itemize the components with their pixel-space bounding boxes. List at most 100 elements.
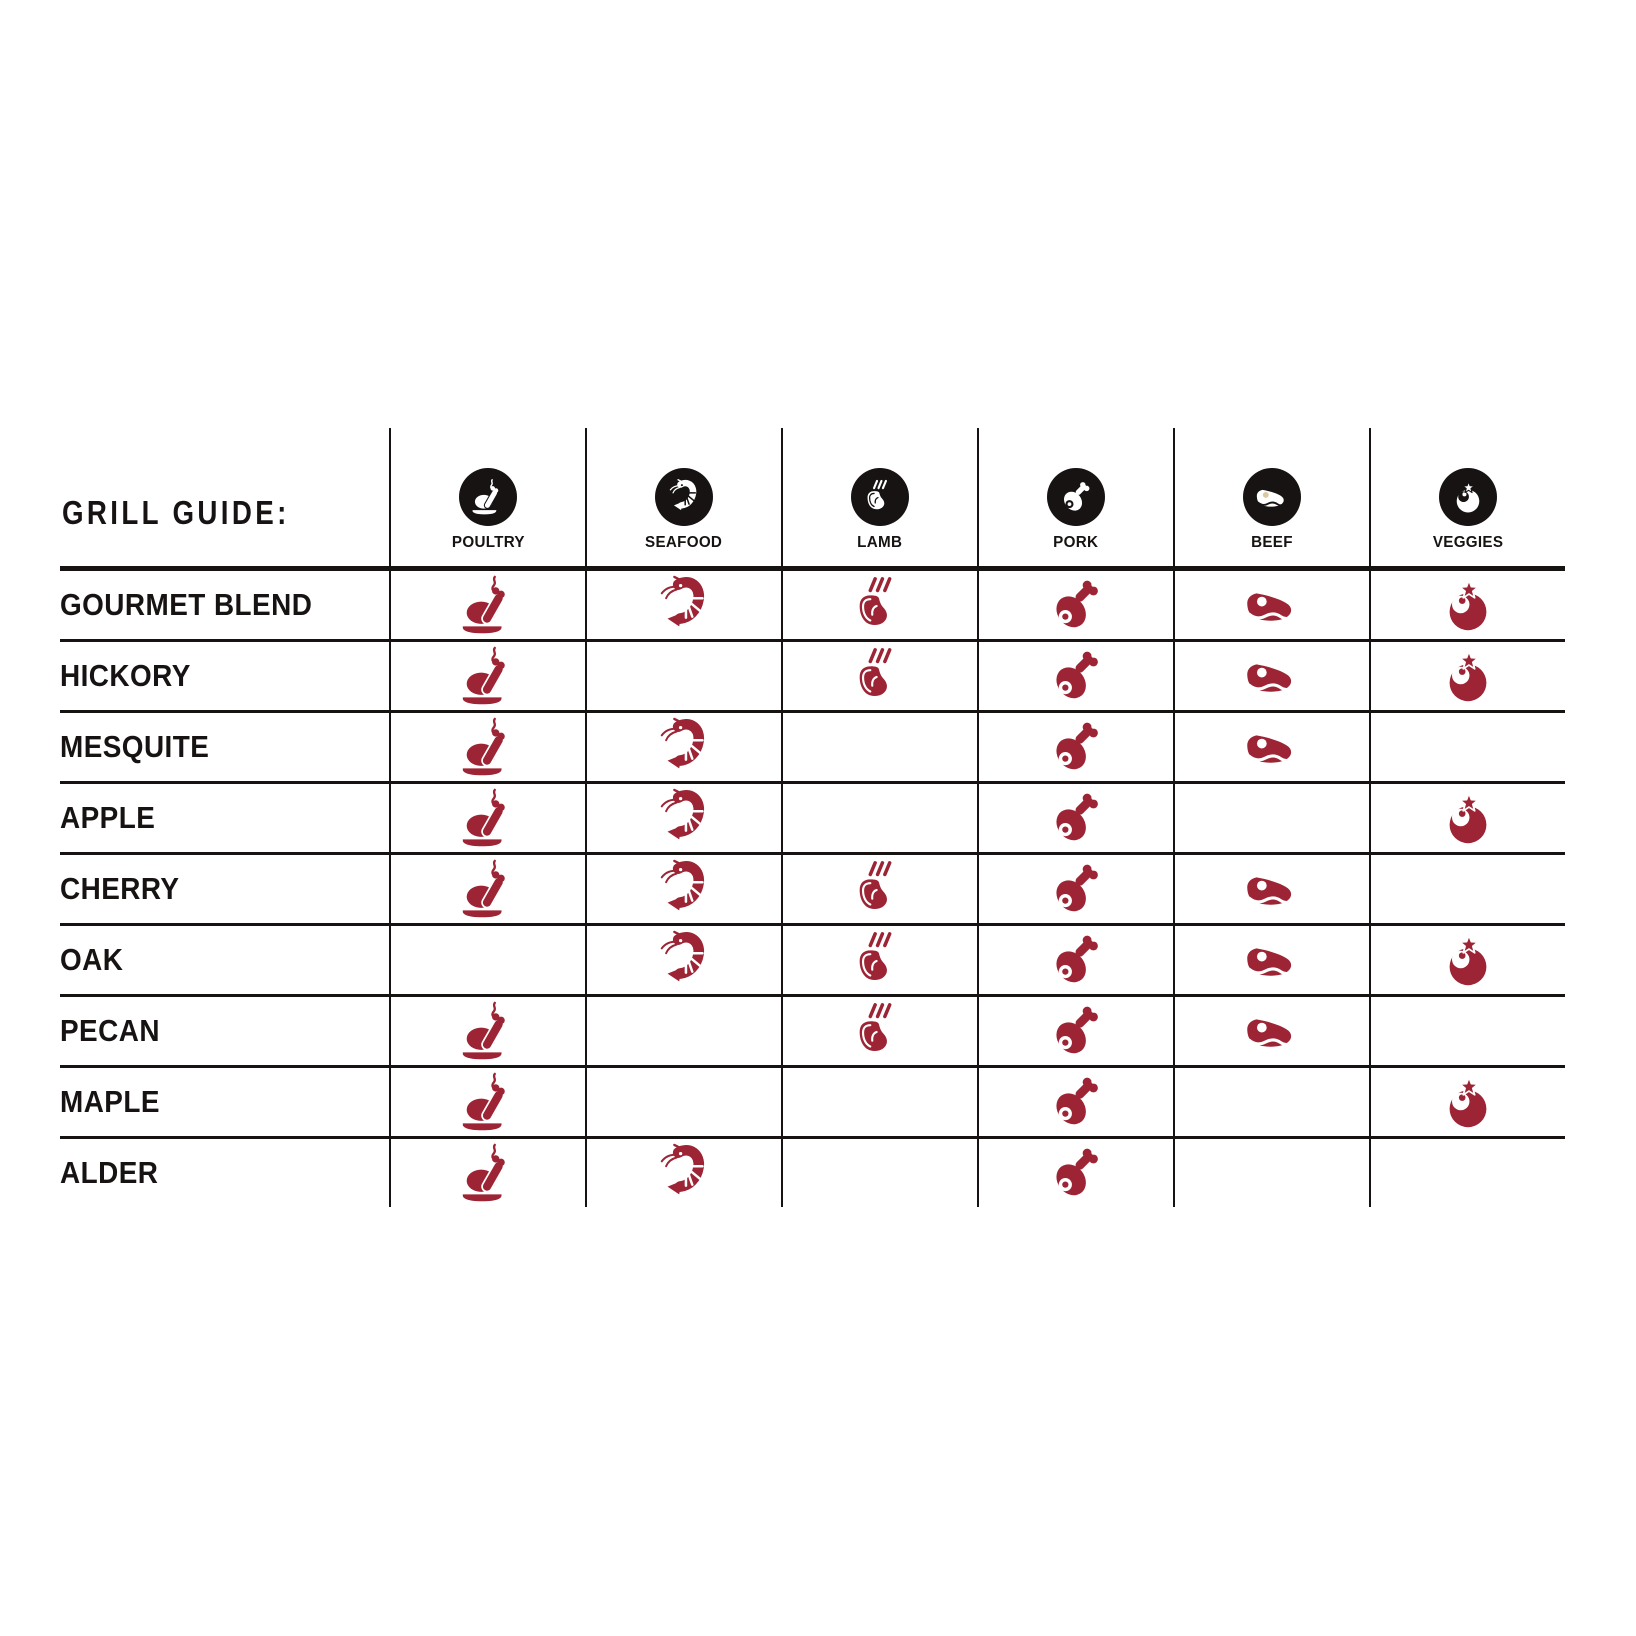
pairing-cell: [389, 784, 585, 852]
beef-icon: [1247, 948, 1295, 976]
pairing-cell: [977, 1068, 1173, 1136]
pairing-cell: [1173, 642, 1369, 710]
pairing-cell: [977, 713, 1173, 781]
table-row: CHERRY: [60, 852, 1565, 923]
pairing-cell: [977, 997, 1173, 1065]
veggies-icon: [1456, 481, 1480, 513]
seafood-icon: [660, 930, 705, 982]
table-row: GOURMET BLEND: [60, 571, 1565, 639]
lamb-icon: [867, 479, 888, 510]
title-cell: GRILL GUIDE:: [60, 428, 389, 566]
pairing-cell: [781, 713, 977, 781]
table-row: MAPLE: [60, 1065, 1565, 1136]
column-icon-circle: [1047, 468, 1105, 526]
pairing-cell: [1369, 784, 1565, 852]
wood-row-label-cell: ALDER: [60, 1139, 389, 1207]
pairing-cell: [1173, 1139, 1369, 1207]
column-header-veggies: VEGGIES: [1369, 428, 1565, 566]
poultry-icon: [472, 479, 499, 515]
pairing-cell: [585, 713, 781, 781]
beef-icon: [1247, 1019, 1295, 1047]
poultry-icon: [462, 1143, 505, 1202]
table-row: MESQUITE: [60, 710, 1565, 781]
pairing-cell: [585, 571, 781, 639]
seafood-icon: [660, 1143, 705, 1195]
seafood-icon: [669, 479, 697, 511]
pairing-cell: [389, 713, 585, 781]
pairing-cell: [1369, 855, 1565, 923]
pairing-cell: [585, 997, 781, 1065]
column-header-pork: PORK: [977, 428, 1173, 566]
pork-icon: [1064, 482, 1090, 511]
pairing-cell: [1369, 713, 1565, 781]
pairing-cell: [585, 1139, 781, 1207]
poultry-icon: [462, 1072, 505, 1131]
pairing-cell: [585, 926, 781, 994]
column-label: BEEF: [1251, 534, 1293, 551]
wood-row-label-cell: HICKORY: [60, 642, 389, 710]
veggies-icon: [1449, 579, 1487, 631]
wood-row-label-cell: GOURMET BLEND: [60, 571, 389, 639]
column-header-poultry: POULTRY: [389, 428, 585, 566]
pork-icon: [1056, 651, 1098, 699]
beef-icon: [1247, 735, 1295, 763]
seafood-icon: [660, 788, 705, 840]
pork-icon: [1056, 722, 1098, 770]
pairing-cell: [1369, 926, 1565, 994]
grill-guide-table: GRILL GUIDE: POULTRY SEAFOOD LAMB PORK BEEF V…: [60, 428, 1565, 1207]
pairing-cell: [977, 642, 1173, 710]
pairing-cell: [977, 571, 1173, 639]
lamb-icon: [859, 577, 892, 626]
lamb-icon: [859, 932, 892, 981]
column-icon-circle: [459, 468, 517, 526]
pork-icon: [1056, 1077, 1098, 1125]
pairing-cell: [585, 855, 781, 923]
beef-icon: [1247, 664, 1295, 692]
column-label: PORK: [1053, 534, 1099, 551]
table-row: OAK: [60, 923, 1565, 994]
pairing-cell: [781, 1139, 977, 1207]
veggies-icon: [1449, 1076, 1487, 1128]
table-row: PECAN: [60, 994, 1565, 1065]
pairing-cell: [585, 1068, 781, 1136]
wood-row-label: GOURMET BLEND: [60, 587, 313, 622]
poultry-icon: [462, 717, 505, 776]
seafood-icon: [660, 575, 705, 627]
wood-row-label: HICKORY: [60, 658, 191, 693]
pairing-cell: [1173, 784, 1369, 852]
pairing-cell: [781, 997, 977, 1065]
poultry-icon: [462, 575, 505, 634]
veggies-icon: [1449, 934, 1487, 986]
beef-icon: [1247, 593, 1295, 621]
pairing-cell: [977, 784, 1173, 852]
pairing-cell: [389, 855, 585, 923]
column-header-beef: BEEF: [1173, 428, 1369, 566]
pairing-cell: [781, 784, 977, 852]
pairing-cell: [781, 926, 977, 994]
column-label: POULTRY: [451, 534, 525, 551]
pairing-cell: [1173, 1068, 1369, 1136]
header-row: GRILL GUIDE: POULTRY SEAFOOD LAMB PORK BEEF V…: [60, 428, 1565, 571]
lamb-icon: [859, 1003, 892, 1052]
column-label: LAMB: [857, 534, 903, 551]
pairing-cell: [977, 926, 1173, 994]
pairing-cell: [1369, 1068, 1565, 1136]
pairing-cell: [389, 642, 585, 710]
pairing-cell: [781, 855, 977, 923]
pairing-cell: [1369, 571, 1565, 639]
pairing-cell: [1173, 713, 1369, 781]
pairing-cell: [977, 855, 1173, 923]
pairing-cell: [585, 642, 781, 710]
column-header-seafood: SEAFOOD: [585, 428, 781, 566]
pairing-cell: [1173, 997, 1369, 1065]
seafood-icon: [660, 859, 705, 911]
poultry-icon: [462, 1001, 505, 1060]
lamb-icon: [859, 861, 892, 910]
page-title: GRILL GUIDE:: [62, 494, 290, 531]
column-icon-circle: [1439, 468, 1497, 526]
pairing-cell: [1173, 855, 1369, 923]
beef-icon: [1256, 489, 1287, 507]
pairing-cell: [585, 784, 781, 852]
beef-icon: [1247, 877, 1295, 905]
wood-row-label-cell: PECAN: [60, 997, 389, 1065]
